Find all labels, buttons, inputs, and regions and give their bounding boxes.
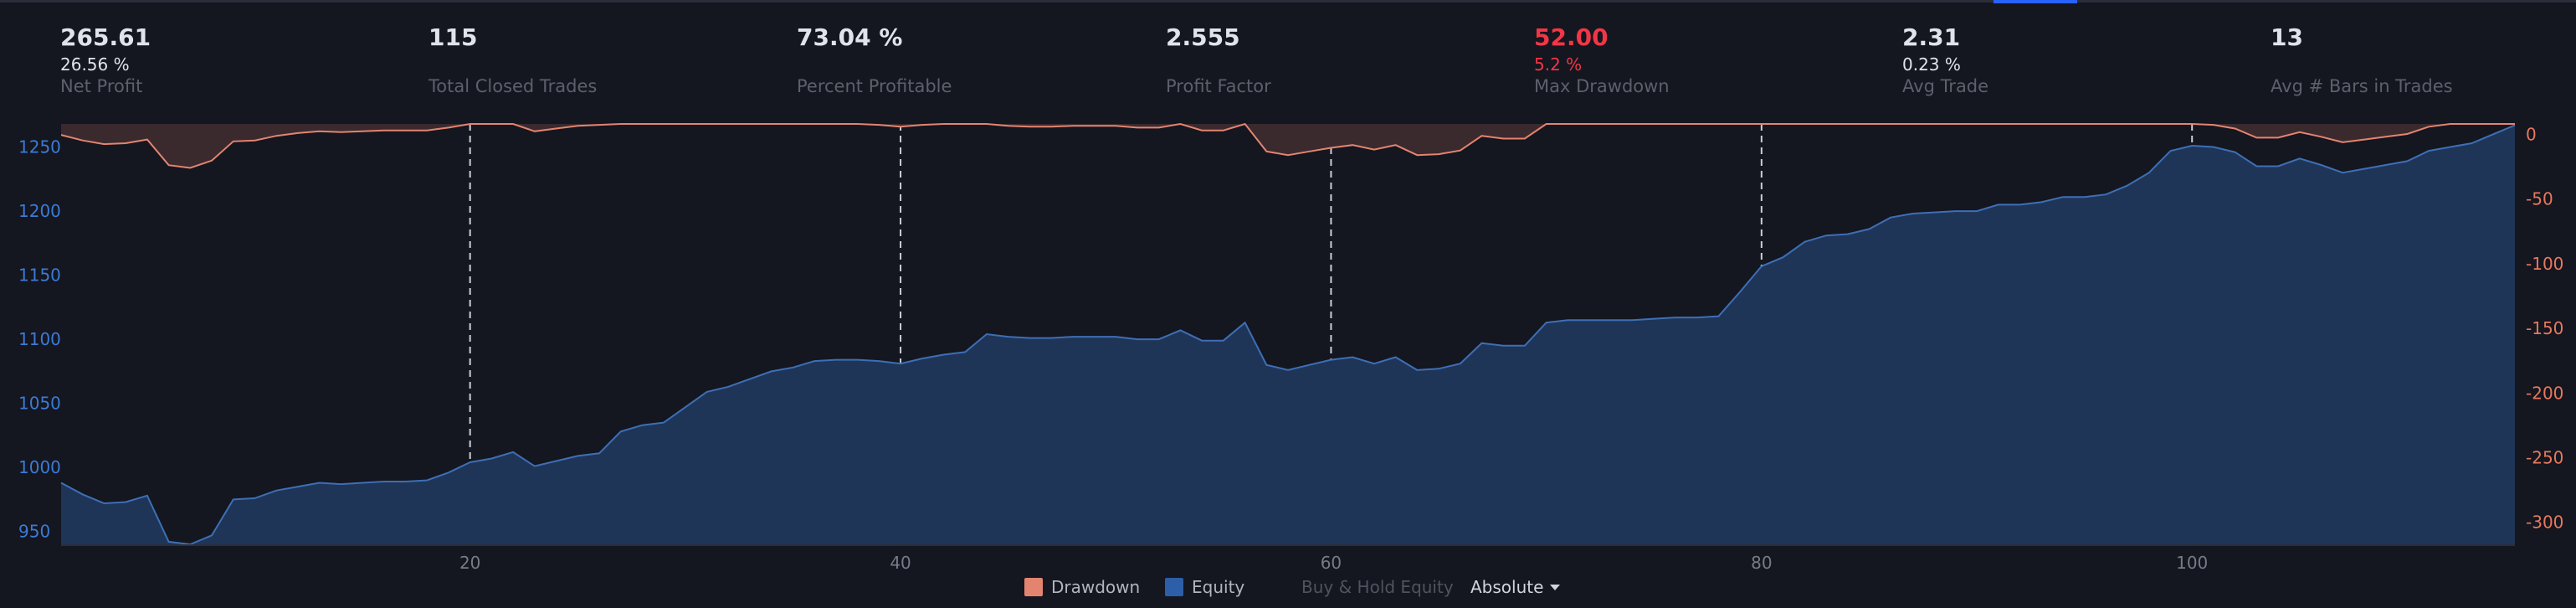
metric-percent: [428, 54, 780, 75]
top-border: [0, 0, 2576, 3]
left-tick-label: 950: [18, 522, 50, 542]
metric-percent: [797, 54, 1148, 75]
metric-total-closed-trades: 115 Total Closed Trades: [428, 23, 780, 97]
metric-label: Avg # Bars in Trades: [2271, 76, 2453, 96]
right-axis: 0 -50 -100 -150 -200 -250 -300: [2526, 124, 2563, 532]
metric-label: Avg Trade: [1902, 76, 1989, 96]
metric-label: Total Closed Trades: [428, 76, 598, 96]
metric-value: 73.04 %: [797, 23, 903, 51]
left-tick-label: 1000: [18, 457, 61, 477]
right-tick-label: -150: [2526, 318, 2563, 338]
x-tick-label: 40: [890, 553, 911, 569]
metric-max-drawdown: 52.00 5.2 % Max Drawdown: [1534, 23, 1886, 97]
equity-area: [61, 125, 2515, 544]
metric-percent: [1166, 54, 1517, 75]
drawdown-swatch-icon: [1024, 578, 1043, 596]
scale-mode-dropdown[interactable]: Absolute: [1470, 576, 1561, 598]
metric-profit-factor: 2.555 Profit Factor: [1166, 23, 1517, 97]
metric-label: Max Drawdown: [1534, 76, 1670, 96]
metric-net-profit: 265.61 26.56 % Net Profit: [60, 23, 412, 97]
right-tick-label: -250: [2526, 448, 2563, 468]
active-tab-indicator: [1994, 0, 2077, 3]
right-tick-label: -100: [2526, 254, 2563, 274]
right-tick-label: 0: [2526, 124, 2537, 144]
x-tick-label: 100: [2176, 553, 2208, 569]
legend-drawdown[interactable]: Drawdown: [1024, 576, 1140, 598]
metric-percent: [2271, 54, 2576, 75]
drawdown-line: [60, 122, 2515, 169]
right-tick-label: -50: [2526, 189, 2553, 209]
equity-swatch-icon: [1165, 578, 1183, 596]
left-axis: 950 1000 1050 1100 1150 1200 1250: [18, 137, 61, 542]
x-tick-label: 20: [459, 553, 480, 569]
metric-label: Profit Factor: [1166, 76, 1271, 96]
equity-drawdown-chart[interactable]: 950 1000 1050 1100 1150 1200 1250 0 -50 -100 -150…: [0, 109, 2576, 569]
metric-label: Percent Profitable: [797, 76, 952, 96]
legend-buy-hold-label: Buy & Hold Equity: [1301, 577, 1454, 597]
legend-equity-label: Equity: [1192, 577, 1245, 597]
metric-label: Net Profit: [60, 76, 143, 96]
metric-avg-trade: 2.31 0.23 % Avg Trade: [1902, 23, 2254, 97]
caret-down-icon: [1550, 585, 1561, 590]
metric-value: 52.00: [1534, 23, 1609, 51]
metric-avg-bars-in-trades: 13 Avg # Bars in Trades: [2271, 23, 2576, 97]
chart-legend: Drawdown Equity Buy & Hold Equity Absolu…: [0, 576, 2576, 600]
right-tick-label: -300: [2526, 513, 2563, 533]
metric-percent-profitable: 73.04 % Percent Profitable: [797, 23, 1148, 97]
right-tick-label: -200: [2526, 383, 2563, 403]
left-tick-label: 1150: [18, 265, 61, 286]
metric-value: 265.61: [60, 23, 151, 51]
metric-value: 2.31: [1902, 23, 1961, 51]
x-tick-label: 80: [1751, 553, 1772, 569]
metric-percent: 5.2 %: [1534, 54, 1583, 75]
x-axis: 20 40 60 80 100: [459, 553, 2208, 569]
x-tick-label: 60: [1321, 553, 1342, 569]
legend-drawdown-label: Drawdown: [1051, 577, 1141, 597]
metric-value: 2.555: [1166, 23, 1240, 51]
left-tick-label: 1100: [18, 329, 61, 349]
legend-equity[interactable]: Equity: [1165, 576, 1244, 598]
left-tick-label: 1250: [18, 137, 61, 157]
equity-line: [60, 124, 2516, 546]
metric-percent: 0.23 %: [1902, 54, 1961, 75]
left-tick-label: 1050: [18, 394, 61, 414]
metric-value: 115: [428, 23, 478, 51]
drawdown-area: [61, 124, 2515, 168]
metric-value: 13: [2271, 23, 2303, 51]
left-tick-label: 1200: [18, 201, 61, 221]
scale-mode-label: Absolute: [1470, 577, 1544, 597]
metric-percent: 26.56 %: [60, 54, 130, 75]
legend-buy-hold-equity[interactable]: Buy & Hold Equity: [1301, 576, 1454, 598]
